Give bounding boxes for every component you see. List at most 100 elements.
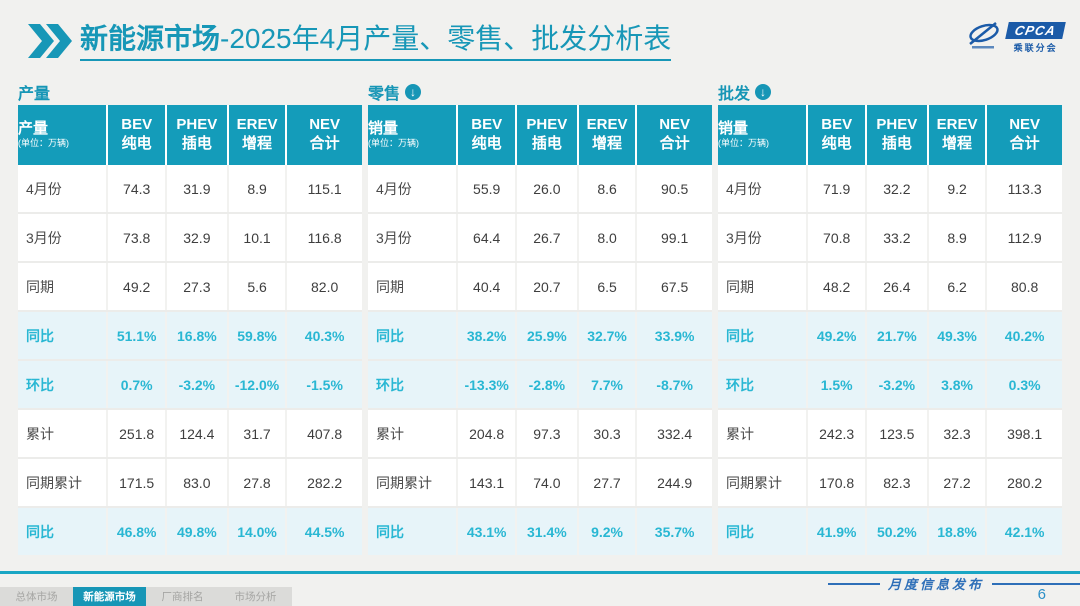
row-label: 同比 — [18, 311, 109, 361]
footer-tab-2[interactable]: 厂商排名 — [161, 591, 204, 603]
corner-unit-note: (单位：万辆) — [718, 138, 769, 149]
column-header-text: PHEV 插电 — [176, 116, 218, 152]
column-header: EREV 增程 — [227, 105, 288, 165]
data-table: 产量 (单位：万辆) BEV 纯电 PHEV 插电 EREV 增程 NEV 合计 4月份 74.3 31… — [18, 105, 362, 555]
value-cell: 40.2% — [986, 311, 1062, 361]
row-label: 4月份 — [18, 165, 109, 214]
header: 新能源市场-2025年4月产量、零售、批发分析表 — [28, 22, 672, 63]
table-row: 3月份 64.4 26.7 8.0 99.1 — [368, 213, 712, 263]
value-cell: 6.5 — [577, 262, 638, 312]
row-label: 同期累计 — [368, 458, 459, 508]
table-row: 同期 49.2 27.3 5.6 82.0 — [18, 262, 362, 312]
value-cell: 48.2 — [807, 262, 867, 312]
column-header-text: EREV 增程 — [936, 116, 978, 152]
value-cell: 251.8 — [107, 409, 167, 459]
row-label: 环比 — [18, 360, 109, 410]
value-cell: 31.7 — [227, 409, 288, 459]
page-number: 6 — [1037, 586, 1046, 603]
footer-tab-0[interactable]: 总体市场 — [15, 591, 58, 603]
column-header-text: NEV 合计 — [1009, 116, 1041, 152]
value-cell: 26.4 — [865, 262, 929, 312]
row-label: 4月份 — [718, 165, 809, 214]
value-cell: -3.2% — [865, 360, 929, 410]
value-cell: 171.5 — [107, 458, 167, 508]
value-cell: 25.9% — [515, 311, 579, 361]
value-cell: 5.6 — [227, 262, 288, 312]
value-cell: 26.0 — [515, 165, 579, 214]
column-header: PHEV 插电 — [165, 105, 229, 165]
row-label: 4月份 — [368, 165, 459, 214]
value-cell: 31.9 — [165, 165, 229, 214]
table-row: 同比 49.2% 21.7% 49.3% 40.2% — [718, 311, 1062, 361]
value-cell: 31.4% — [515, 507, 579, 555]
value-cell: -13.3% — [457, 360, 517, 410]
row-label: 同期 — [368, 262, 459, 312]
release-line-right — [992, 582, 1080, 585]
table-row: 同比 51.1% 16.8% 59.8% 40.3% — [18, 311, 362, 361]
value-cell: 32.7% — [577, 311, 638, 361]
section-label: 批发 — [718, 85, 751, 103]
production-section: 产量 产量 (单位：万辆) BEV 纯电 PHEV 插电 EREV 增程 NEV 合计 4月份 74.3… — [18, 78, 362, 555]
value-cell: 244.9 — [636, 458, 712, 508]
value-cell: 44.5% — [286, 507, 362, 555]
value-cell: 0.7% — [107, 360, 167, 410]
value-cell: 143.1 — [457, 458, 517, 508]
table-row: 4月份 55.9 26.0 8.6 90.5 — [368, 165, 712, 214]
table-header-row: 销量 (单位：万辆) BEV 纯电 PHEV 插电 EREV 增程 NEV 合计 — [718, 105, 1062, 165]
page-title: 新能源市场-2025年4月产量、零售、批发分析表 — [80, 22, 672, 61]
column-header: EREV 增程 — [577, 105, 638, 165]
value-cell: 64.4 — [457, 213, 517, 263]
footer-tab-3[interactable]: 市场分析 — [234, 591, 277, 603]
row-label: 同比 — [368, 311, 459, 361]
row-label: 同期 — [718, 262, 809, 312]
value-cell: 83.0 — [165, 458, 229, 508]
value-cell: 32.2 — [865, 165, 929, 214]
corner-label: 销量 — [718, 120, 749, 138]
value-cell: 7.7% — [577, 360, 638, 410]
value-cell: 0.3% — [986, 360, 1062, 410]
footer-tabbar: 总体市场 新能源市场 厂商排名 市场分析 — [0, 587, 292, 606]
table-row: 同比 46.8% 49.8% 14.0% 44.5% — [18, 507, 362, 555]
circle-down-arrow-icon: ↓ — [405, 83, 422, 100]
value-cell: 49.8% — [165, 507, 229, 555]
value-cell: 99.1 — [636, 213, 712, 263]
value-cell: 8.9 — [227, 165, 288, 214]
value-cell: 46.8% — [107, 507, 167, 555]
table-row: 同期 48.2 26.4 6.2 80.8 — [718, 262, 1062, 312]
footer-divider — [0, 571, 1080, 574]
row-label: 环比 — [368, 360, 459, 410]
value-cell: 43.1% — [457, 507, 517, 555]
cpca-logo: CPCA 乘联分会 — [966, 20, 1066, 55]
value-cell: 70.8 — [807, 213, 867, 263]
column-header-text: BEV 纯电 — [121, 116, 153, 152]
corner-cell: 销量 (单位：万辆) — [718, 105, 809, 165]
value-cell: 282.2 — [286, 458, 362, 508]
table-row: 累计 204.8 97.3 30.3 332.4 — [368, 409, 712, 459]
value-cell: 49.2 — [107, 262, 167, 312]
value-cell: -2.8% — [515, 360, 579, 410]
value-cell: 398.1 — [986, 409, 1062, 459]
table-row: 同期 40.4 20.7 6.5 67.5 — [368, 262, 712, 312]
data-table: 销量 (单位：万辆) BEV 纯电 PHEV 插电 EREV 增程 NEV 合计 4月份 55.9 26… — [368, 105, 712, 555]
value-cell: 10.1 — [227, 213, 288, 263]
corner-unit-note: (单位：万辆) — [368, 138, 419, 149]
column-header-text: PHEV 插电 — [526, 116, 568, 152]
row-label: 同比 — [718, 507, 809, 555]
table-row: 同期累计 171.5 83.0 27.8 282.2 — [18, 458, 362, 508]
row-label: 环比 — [718, 360, 809, 410]
table-row: 同期累计 143.1 74.0 27.7 244.9 — [368, 458, 712, 508]
section-header: 零售 ↓ — [368, 78, 712, 105]
table-row: 环比 0.7% -3.2% -12.0% -1.5% — [18, 360, 362, 410]
value-cell: 35.7% — [636, 507, 712, 555]
value-cell: 9.2 — [927, 165, 988, 214]
section-header: 批发 ↓ — [718, 78, 1062, 105]
footer-tab-1[interactable]: 新能源市场 — [73, 587, 146, 606]
value-cell: 8.9 — [927, 213, 988, 263]
value-cell: 407.8 — [286, 409, 362, 459]
value-cell: 116.8 — [286, 213, 362, 263]
table-row: 同比 43.1% 31.4% 9.2% 35.7% — [368, 507, 712, 555]
column-header-text: BEV 纯电 — [471, 116, 503, 152]
table-row: 同期累计 170.8 82.3 27.2 280.2 — [718, 458, 1062, 508]
value-cell: 124.4 — [165, 409, 229, 459]
table-header-row: 销量 (单位：万辆) BEV 纯电 PHEV 插电 EREV 增程 NEV 合计 — [368, 105, 712, 165]
